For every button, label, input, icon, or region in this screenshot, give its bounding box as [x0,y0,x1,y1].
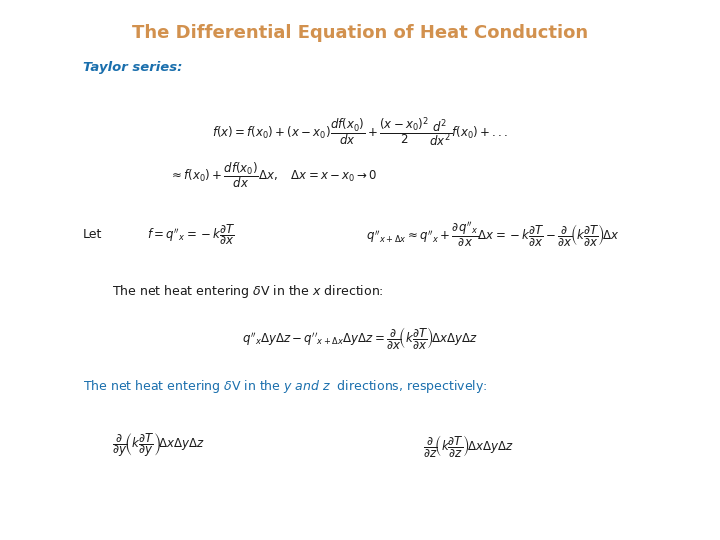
Text: The net heat entering $\delta$V in the $x$ direction:: The net heat entering $\delta$V in the $… [112,283,383,300]
Text: Let: Let [83,228,102,241]
Text: $\dfrac{\partial}{\partial y}\!\left(k\dfrac{\partial T}{\partial y}\right)\!\De: $\dfrac{\partial}{\partial y}\!\left(k\d… [112,431,205,460]
Text: $\dfrac{\partial}{\partial z}\!\left(k\dfrac{\partial T}{\partial z}\right)\!\De: $\dfrac{\partial}{\partial z}\!\left(k\d… [423,433,513,458]
Text: $\approx f(x_0) + \dfrac{df(x_0)}{dx}\Delta x, \quad \Delta x = x - x_0 \rightar: $\approx f(x_0) + \dfrac{df(x_0)}{dx}\De… [169,160,378,191]
Text: $f(x) = f(x_0) + (x - x_0)\dfrac{df(x_0)}{dx} + \dfrac{(x-x_0)^2}{2}\dfrac{d^2}{: $f(x) = f(x_0) + (x - x_0)\dfrac{df(x_0)… [212,116,508,149]
Text: $q''_x\Delta y\Delta z - q''_{x+\Delta x}\Delta y\Delta z = \dfrac{\partial}{\pa: $q''_x\Delta y\Delta z - q''_{x+\Delta x… [242,325,478,350]
Text: Taylor series:: Taylor series: [83,61,182,74]
Text: $f = q''_x = -k\dfrac{\partial T}{\partial x}$: $f = q''_x = -k\dfrac{\partial T}{\parti… [147,222,235,247]
Text: The net heat entering $\delta$V in the $y$ $\it{and}$ $z$  directions, respectiv: The net heat entering $\delta$V in the $… [83,377,487,395]
Text: The Differential Equation of Heat Conduction: The Differential Equation of Heat Conduc… [132,24,588,42]
Text: $q''_{x+\Delta x} \approx q''_x + \dfrac{\partial q''_x}{\partial x}\Delta x = -: $q''_{x+\Delta x} \approx q''_x + \dfrac… [366,220,620,249]
